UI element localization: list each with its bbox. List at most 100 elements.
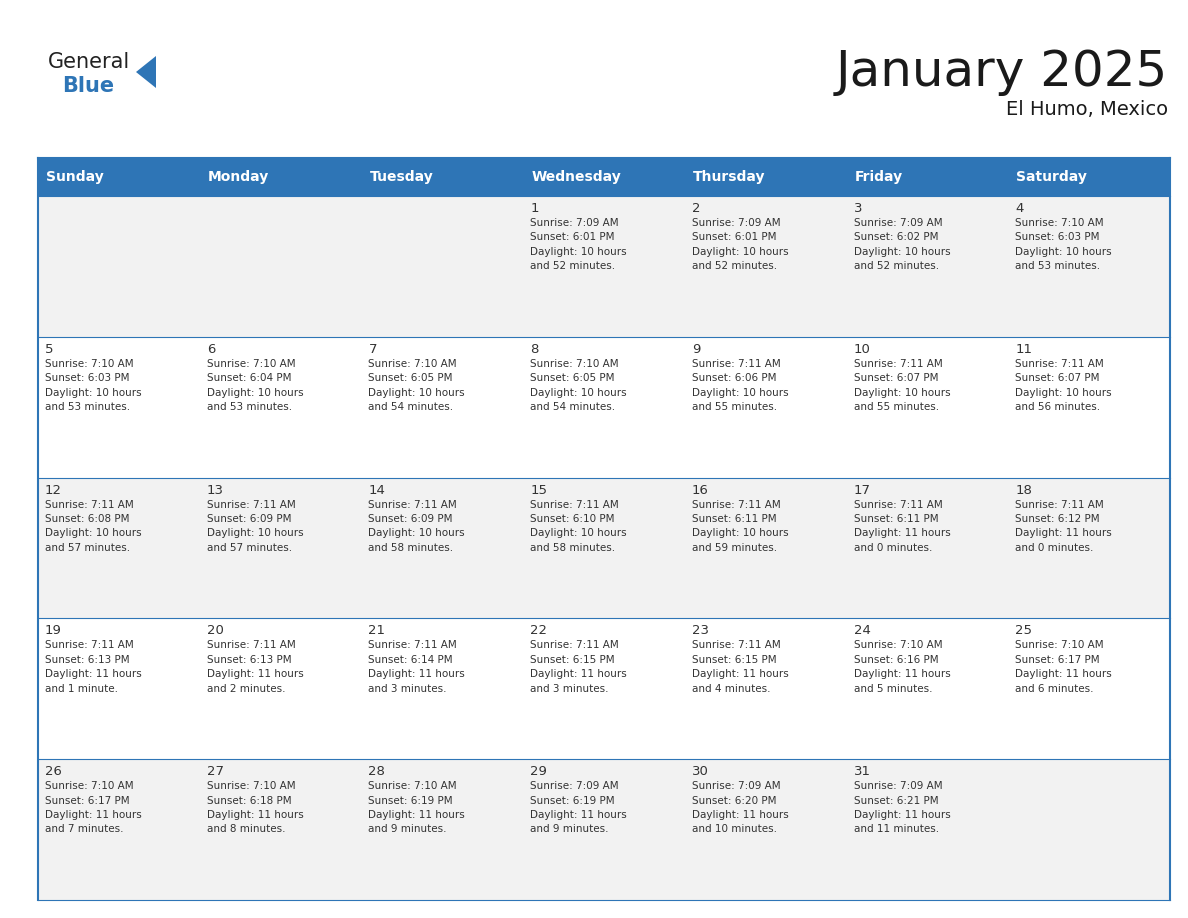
Text: Sunrise: 7:10 AM
Sunset: 6:04 PM
Daylight: 10 hours
and 53 minutes.: Sunrise: 7:10 AM Sunset: 6:04 PM Dayligh… [207, 359, 303, 412]
Text: Sunrise: 7:11 AM
Sunset: 6:15 PM
Daylight: 11 hours
and 4 minutes.: Sunrise: 7:11 AM Sunset: 6:15 PM Dayligh… [691, 641, 789, 694]
Text: Sunrise: 7:10 AM
Sunset: 6:17 PM
Daylight: 11 hours
and 7 minutes.: Sunrise: 7:10 AM Sunset: 6:17 PM Dayligh… [45, 781, 141, 834]
Bar [523, 337, 684, 477]
Bar [523, 619, 684, 759]
Text: 30: 30 [691, 766, 709, 778]
Bar [1009, 158, 1170, 196]
Text: Monday: Monday [208, 170, 268, 184]
Text: 14: 14 [368, 484, 385, 497]
Text: 5: 5 [45, 342, 53, 356]
Text: Sunrise: 7:10 AM
Sunset: 6:05 PM
Daylight: 10 hours
and 54 minutes.: Sunrise: 7:10 AM Sunset: 6:05 PM Dayligh… [530, 359, 627, 412]
Text: Sunrise: 7:11 AM
Sunset: 6:10 PM
Daylight: 10 hours
and 58 minutes.: Sunrise: 7:11 AM Sunset: 6:10 PM Dayligh… [530, 499, 627, 553]
Bar [684, 196, 847, 337]
Text: General: General [48, 52, 131, 72]
Bar [200, 158, 361, 196]
Bar [361, 759, 523, 900]
Text: Sunrise: 7:11 AM
Sunset: 6:07 PM
Daylight: 10 hours
and 55 minutes.: Sunrise: 7:11 AM Sunset: 6:07 PM Dayligh… [853, 359, 950, 412]
Text: 27: 27 [207, 766, 223, 778]
Bar [38, 477, 200, 619]
Bar [200, 477, 361, 619]
Text: Sunday: Sunday [46, 170, 103, 184]
Text: 18: 18 [1016, 484, 1032, 497]
Text: 6: 6 [207, 342, 215, 356]
Bar [523, 477, 684, 619]
Text: 22: 22 [530, 624, 548, 637]
Bar [684, 337, 847, 477]
Text: Sunrise: 7:10 AM
Sunset: 6:18 PM
Daylight: 11 hours
and 8 minutes.: Sunrise: 7:10 AM Sunset: 6:18 PM Dayligh… [207, 781, 303, 834]
Text: Sunrise: 7:10 AM
Sunset: 6:19 PM
Daylight: 11 hours
and 9 minutes.: Sunrise: 7:10 AM Sunset: 6:19 PM Dayligh… [368, 781, 466, 834]
Text: Sunrise: 7:10 AM
Sunset: 6:17 PM
Daylight: 11 hours
and 6 minutes.: Sunrise: 7:10 AM Sunset: 6:17 PM Dayligh… [1016, 641, 1112, 694]
Bar [847, 158, 1009, 196]
Text: 16: 16 [691, 484, 709, 497]
Bar [38, 337, 200, 477]
Bar [361, 196, 523, 337]
Bar [847, 619, 1009, 759]
Text: Blue: Blue [62, 76, 114, 96]
Text: Sunrise: 7:09 AM
Sunset: 6:19 PM
Daylight: 11 hours
and 9 minutes.: Sunrise: 7:09 AM Sunset: 6:19 PM Dayligh… [530, 781, 627, 834]
Text: Sunrise: 7:10 AM
Sunset: 6:05 PM
Daylight: 10 hours
and 54 minutes.: Sunrise: 7:10 AM Sunset: 6:05 PM Dayligh… [368, 359, 465, 412]
Bar [684, 158, 847, 196]
Bar [684, 619, 847, 759]
Bar [523, 158, 684, 196]
Bar [200, 337, 361, 477]
Bar [361, 337, 523, 477]
Text: Sunrise: 7:09 AM
Sunset: 6:01 PM
Daylight: 10 hours
and 52 minutes.: Sunrise: 7:09 AM Sunset: 6:01 PM Dayligh… [530, 218, 627, 271]
Bar [1009, 477, 1170, 619]
Bar [38, 619, 200, 759]
Bar [1009, 196, 1170, 337]
Text: 9: 9 [691, 342, 700, 356]
Text: Sunrise: 7:11 AM
Sunset: 6:07 PM
Daylight: 10 hours
and 56 minutes.: Sunrise: 7:11 AM Sunset: 6:07 PM Dayligh… [1016, 359, 1112, 412]
Bar [200, 759, 361, 900]
Text: Sunrise: 7:10 AM
Sunset: 6:03 PM
Daylight: 10 hours
and 53 minutes.: Sunrise: 7:10 AM Sunset: 6:03 PM Dayligh… [45, 359, 141, 412]
Text: Sunrise: 7:11 AM
Sunset: 6:09 PM
Daylight: 10 hours
and 57 minutes.: Sunrise: 7:11 AM Sunset: 6:09 PM Dayligh… [207, 499, 303, 553]
Text: 2: 2 [691, 202, 701, 215]
Bar [1009, 337, 1170, 477]
Bar [684, 477, 847, 619]
Text: Sunrise: 7:11 AM
Sunset: 6:08 PM
Daylight: 10 hours
and 57 minutes.: Sunrise: 7:11 AM Sunset: 6:08 PM Dayligh… [45, 499, 141, 553]
Text: 19: 19 [45, 624, 62, 637]
Text: Thursday: Thursday [693, 170, 765, 184]
Bar [847, 337, 1009, 477]
Text: Wednesday: Wednesday [531, 170, 621, 184]
Bar [523, 759, 684, 900]
Text: 26: 26 [45, 766, 62, 778]
Bar [38, 196, 200, 337]
Bar [38, 759, 200, 900]
Text: Friday: Friday [854, 170, 903, 184]
Text: 17: 17 [853, 484, 871, 497]
Text: 11: 11 [1016, 342, 1032, 356]
Text: 3: 3 [853, 202, 862, 215]
Text: Sunrise: 7:09 AM
Sunset: 6:20 PM
Daylight: 11 hours
and 10 minutes.: Sunrise: 7:09 AM Sunset: 6:20 PM Dayligh… [691, 781, 789, 834]
Text: 8: 8 [530, 342, 538, 356]
Text: Sunrise: 7:11 AM
Sunset: 6:11 PM
Daylight: 10 hours
and 59 minutes.: Sunrise: 7:11 AM Sunset: 6:11 PM Dayligh… [691, 499, 789, 553]
Text: 23: 23 [691, 624, 709, 637]
Text: Tuesday: Tuesday [369, 170, 434, 184]
Text: Sunrise: 7:09 AM
Sunset: 6:02 PM
Daylight: 10 hours
and 52 minutes.: Sunrise: 7:09 AM Sunset: 6:02 PM Dayligh… [853, 218, 950, 271]
Text: 12: 12 [45, 484, 62, 497]
Text: 1: 1 [530, 202, 538, 215]
Bar [684, 759, 847, 900]
Bar [1009, 759, 1170, 900]
Text: 28: 28 [368, 766, 385, 778]
Text: 24: 24 [853, 624, 871, 637]
Text: 4: 4 [1016, 202, 1024, 215]
Text: 7: 7 [368, 342, 377, 356]
Text: El Humo, Mexico: El Humo, Mexico [1006, 100, 1168, 119]
Text: 15: 15 [530, 484, 548, 497]
Text: Sunrise: 7:11 AM
Sunset: 6:15 PM
Daylight: 11 hours
and 3 minutes.: Sunrise: 7:11 AM Sunset: 6:15 PM Dayligh… [530, 641, 627, 694]
Text: January 2025: January 2025 [835, 48, 1168, 96]
Bar [523, 196, 684, 337]
Polygon shape [135, 56, 156, 88]
Text: 29: 29 [530, 766, 546, 778]
Text: Sunrise: 7:11 AM
Sunset: 6:11 PM
Daylight: 11 hours
and 0 minutes.: Sunrise: 7:11 AM Sunset: 6:11 PM Dayligh… [853, 499, 950, 553]
Text: Sunrise: 7:09 AM
Sunset: 6:21 PM
Daylight: 11 hours
and 11 minutes.: Sunrise: 7:09 AM Sunset: 6:21 PM Dayligh… [853, 781, 950, 834]
Text: Sunrise: 7:10 AM
Sunset: 6:16 PM
Daylight: 11 hours
and 5 minutes.: Sunrise: 7:10 AM Sunset: 6:16 PM Dayligh… [853, 641, 950, 694]
Text: Sunrise: 7:11 AM
Sunset: 6:13 PM
Daylight: 11 hours
and 2 minutes.: Sunrise: 7:11 AM Sunset: 6:13 PM Dayligh… [207, 641, 303, 694]
Bar [361, 619, 523, 759]
Bar [361, 477, 523, 619]
Text: 13: 13 [207, 484, 223, 497]
Text: 21: 21 [368, 624, 385, 637]
Bar [200, 196, 361, 337]
Text: Saturday: Saturday [1016, 170, 1087, 184]
Text: 25: 25 [1016, 624, 1032, 637]
Bar [200, 619, 361, 759]
